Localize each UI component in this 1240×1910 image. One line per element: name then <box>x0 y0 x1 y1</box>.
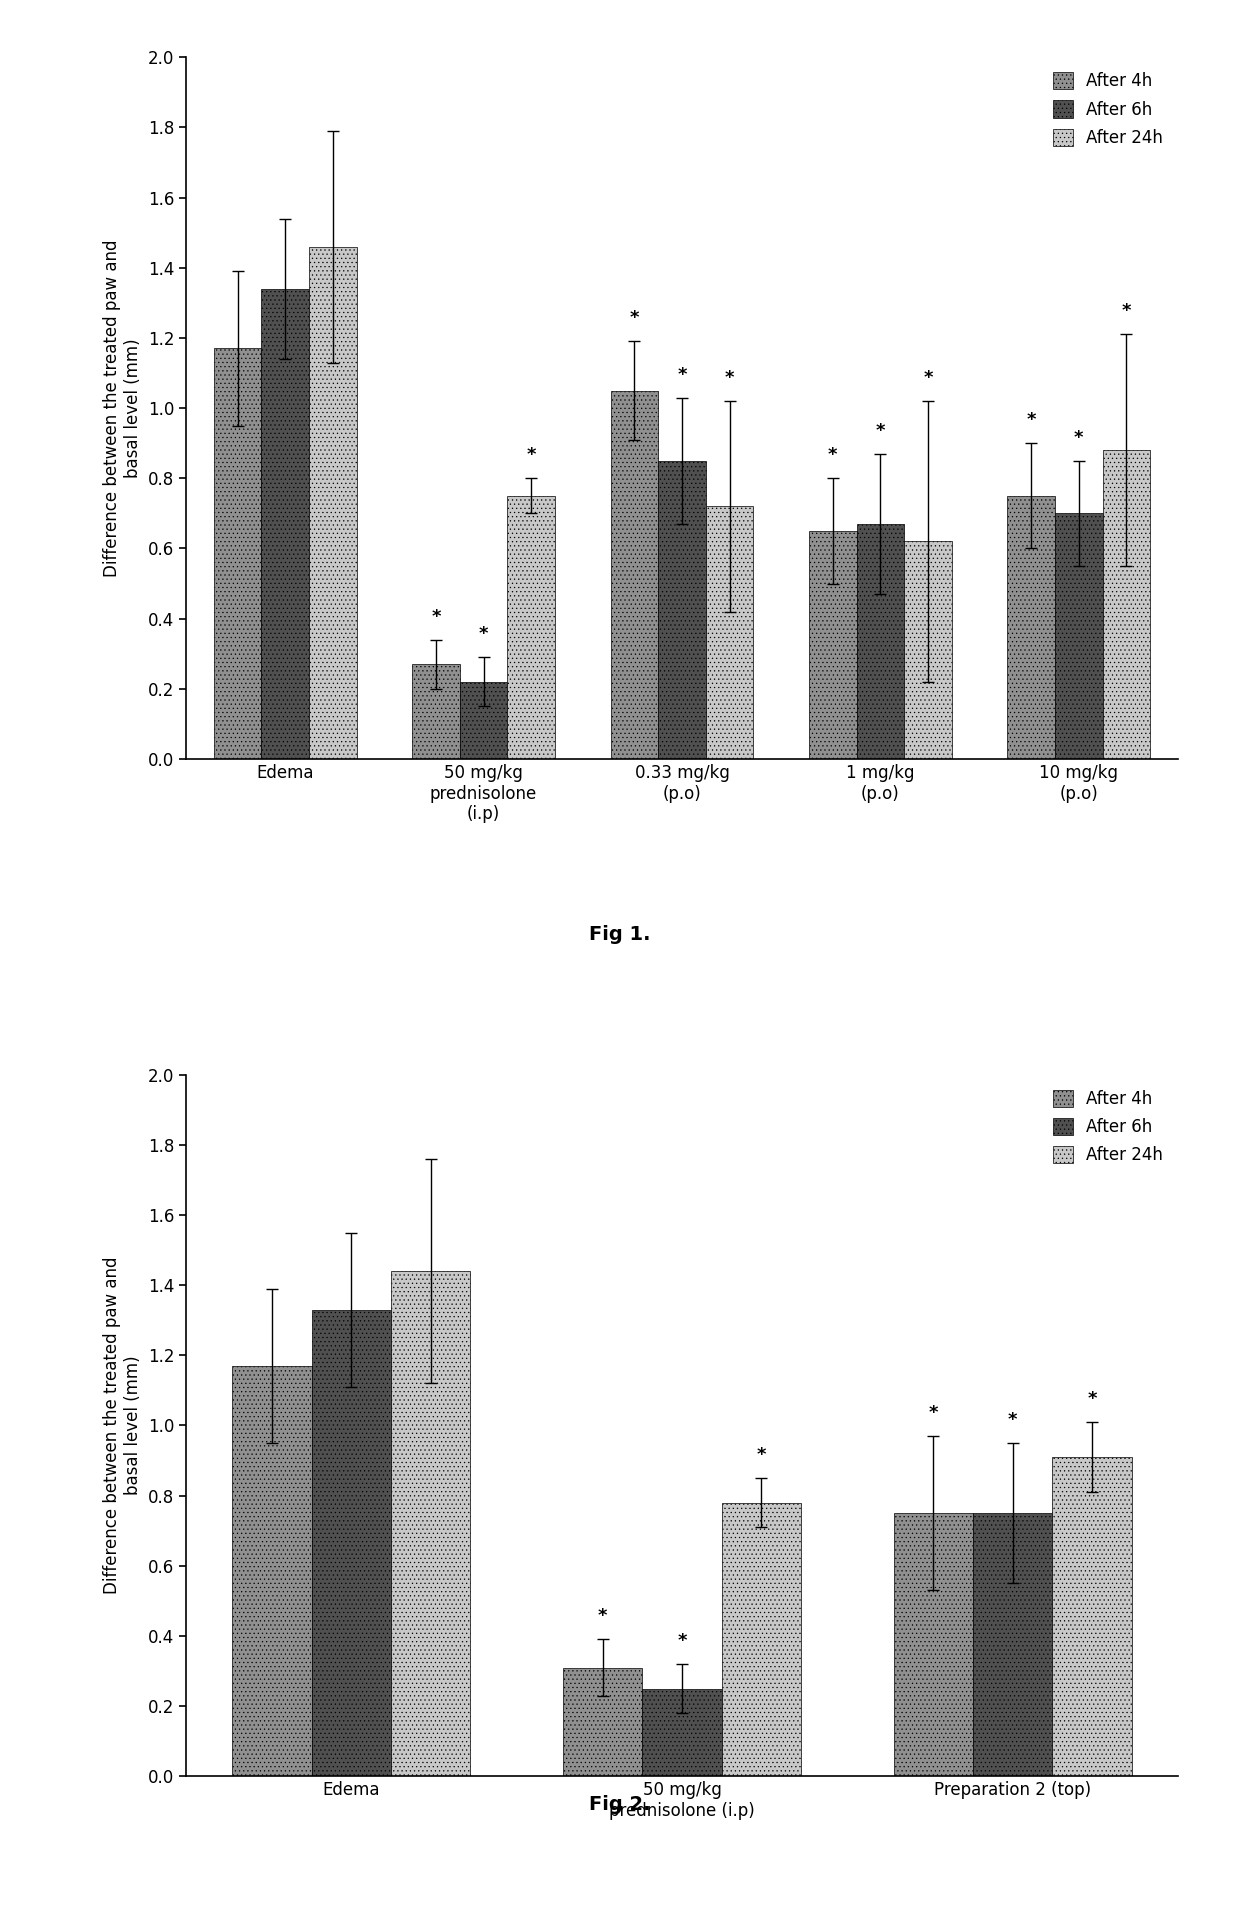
Text: *: * <box>598 1608 608 1625</box>
Bar <box>391 1272 470 1776</box>
Text: *: * <box>1027 411 1035 430</box>
Bar <box>857 523 904 758</box>
Legend: After 4h, After 6h, After 24h: After 4h, After 6h, After 24h <box>1047 1083 1169 1171</box>
Legend: After 4h, After 6h, After 24h: After 4h, After 6h, After 24h <box>1047 65 1169 153</box>
Bar <box>706 506 754 758</box>
Text: *: * <box>1008 1411 1017 1429</box>
Bar <box>460 682 507 758</box>
Text: *: * <box>924 369 932 388</box>
Text: *: * <box>756 1446 766 1465</box>
Text: *: * <box>479 625 489 644</box>
Bar <box>808 531 857 758</box>
Text: *: * <box>527 447 536 464</box>
Bar <box>311 1310 391 1776</box>
Text: Fig 2.: Fig 2. <box>589 1795 651 1814</box>
Text: *: * <box>828 447 837 464</box>
Text: *: * <box>725 369 734 388</box>
Text: *: * <box>1122 302 1131 321</box>
Text: *: * <box>1074 428 1084 447</box>
Bar <box>412 665 460 758</box>
Bar <box>658 460 706 758</box>
Bar <box>904 541 952 758</box>
Bar <box>262 288 309 758</box>
Bar <box>894 1513 973 1776</box>
Text: *: * <box>630 309 639 327</box>
Y-axis label: Difference between the treated paw and
basal level (mm): Difference between the treated paw and b… <box>103 239 143 577</box>
Bar <box>213 348 262 758</box>
Text: *: * <box>875 422 885 439</box>
Bar <box>507 497 556 758</box>
Bar <box>610 390 658 758</box>
Bar <box>563 1667 642 1776</box>
Text: *: * <box>432 607 440 626</box>
Text: Fig 1.: Fig 1. <box>589 924 651 944</box>
Bar <box>722 1503 801 1776</box>
Y-axis label: Difference between the treated paw and
basal level (mm): Difference between the treated paw and b… <box>103 1257 143 1595</box>
Bar <box>1007 497 1055 758</box>
Bar <box>973 1513 1053 1776</box>
Bar <box>1102 451 1151 758</box>
Text: *: * <box>1087 1390 1096 1408</box>
Bar <box>309 246 357 758</box>
Text: *: * <box>677 365 687 384</box>
Bar <box>232 1366 311 1776</box>
Text: *: * <box>677 1631 687 1650</box>
Text: *: * <box>929 1404 937 1421</box>
Bar <box>642 1688 722 1776</box>
Bar <box>1055 514 1102 758</box>
Bar <box>1053 1457 1132 1776</box>
